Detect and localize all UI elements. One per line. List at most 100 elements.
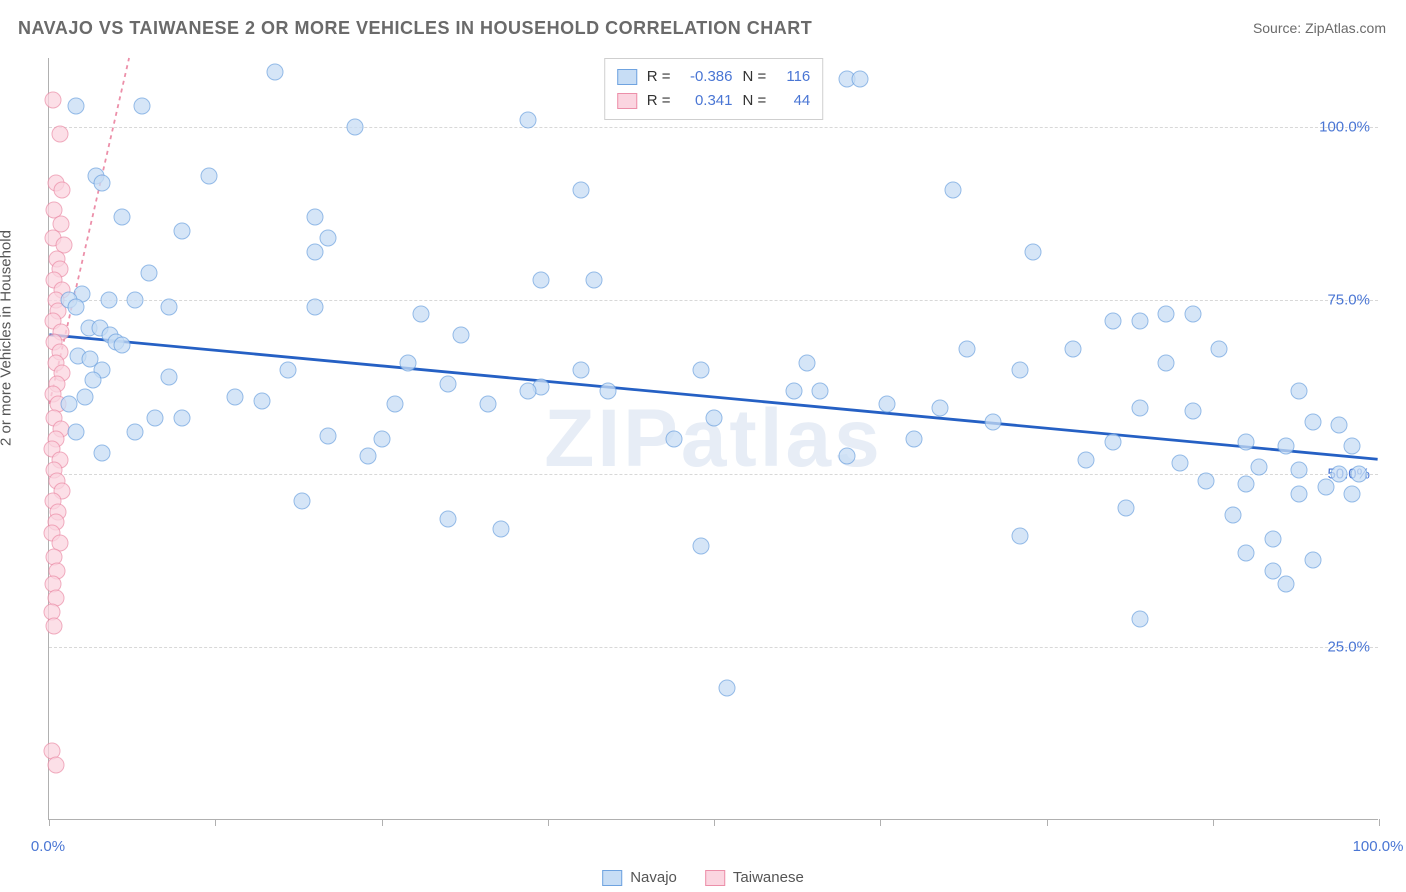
n-value-taiwanese: 44 [776, 89, 810, 113]
navajo-point [67, 299, 84, 316]
navajo-point [1158, 354, 1175, 371]
stats-row-taiwanese: R = 0.341 N = 44 [617, 89, 811, 113]
legend-label-navajo: Navajo [630, 869, 677, 886]
navajo-point [1277, 437, 1294, 454]
navajo-point [1105, 434, 1122, 451]
navajo-point [320, 230, 337, 247]
navajo-point [1344, 437, 1361, 454]
gridline-h [49, 300, 1378, 301]
navajo-point [1184, 306, 1201, 323]
navajo-point [1304, 552, 1321, 569]
r-label: R = [647, 89, 671, 113]
navajo-point [280, 361, 297, 378]
navajo-point [1171, 455, 1188, 472]
chart-title: NAVAJO VS TAIWANESE 2 OR MORE VEHICLES I… [18, 18, 812, 39]
navajo-point [134, 98, 151, 115]
navajo-point [1184, 403, 1201, 420]
navajo-point [479, 396, 496, 413]
navajo-point [227, 389, 244, 406]
navajo-point [200, 167, 217, 184]
gridline-h [49, 474, 1378, 475]
y-tick-label: 100.0% [1319, 119, 1370, 136]
navajo-point [60, 396, 77, 413]
y-axis-label: 2 or more Vehicles in Household [0, 230, 15, 446]
y-tick-label: 75.0% [1327, 292, 1370, 309]
navajo-point [1291, 382, 1308, 399]
navajo-point [114, 337, 131, 354]
x-tick-label: 0.0% [31, 838, 65, 855]
navajo-point [799, 354, 816, 371]
x-tick [1213, 819, 1214, 826]
navajo-point [692, 538, 709, 555]
gridline-h [49, 647, 1378, 648]
navajo-point [785, 382, 802, 399]
legend-bottom: Navajo Taiwanese [602, 869, 804, 886]
navajo-point [932, 399, 949, 416]
n-label: N = [743, 89, 767, 113]
x-tick [880, 819, 881, 826]
navajo-point [599, 382, 616, 399]
navajo-point [307, 209, 324, 226]
navajo-point [400, 354, 417, 371]
x-tick [714, 819, 715, 826]
x-tick [1379, 819, 1380, 826]
plot-area: ZIPatlas R = -0.386 N = 116 R = 0.341 N … [48, 58, 1378, 820]
x-tick [49, 819, 50, 826]
navajo-point [413, 306, 430, 323]
navajo-point [440, 375, 457, 392]
navajo-point [174, 223, 191, 240]
r-label: R = [647, 65, 671, 89]
swatch-taiwanese [617, 93, 637, 109]
navajo-point [114, 209, 131, 226]
taiwanese-point [54, 181, 71, 198]
trend-lines [49, 58, 1378, 819]
navajo-point [127, 292, 144, 309]
navajo-point [453, 327, 470, 344]
navajo-point [147, 410, 164, 427]
legend-item-taiwanese: Taiwanese [705, 869, 804, 886]
navajo-point [267, 63, 284, 80]
navajo-point [905, 431, 922, 448]
navajo-point [1351, 465, 1368, 482]
x-tick [548, 819, 549, 826]
navajo-point [1078, 451, 1095, 468]
navajo-point [1011, 361, 1028, 378]
navajo-point [852, 70, 869, 87]
navajo-point [1251, 458, 1268, 475]
navajo-point [84, 372, 101, 389]
navajo-point [67, 98, 84, 115]
navajo-point [666, 431, 683, 448]
x-tick [1047, 819, 1048, 826]
navajo-point [440, 510, 457, 527]
navajo-point [1317, 479, 1334, 496]
navajo-point [1304, 413, 1321, 430]
navajo-point [706, 410, 723, 427]
navajo-point [719, 680, 736, 697]
navajo-point [519, 112, 536, 129]
navajo-point [519, 382, 536, 399]
navajo-point [174, 410, 191, 427]
navajo-point [1198, 472, 1215, 489]
navajo-point [1264, 562, 1281, 579]
navajo-point [1238, 545, 1255, 562]
navajo-point [1264, 531, 1281, 548]
swatch-taiwanese [705, 870, 725, 886]
navajo-point [307, 243, 324, 260]
navajo-point [573, 181, 590, 198]
navajo-point [1065, 340, 1082, 357]
navajo-point [1131, 611, 1148, 628]
navajo-point [945, 181, 962, 198]
navajo-point [94, 444, 111, 461]
navajo-point [253, 392, 270, 409]
navajo-point [1118, 500, 1135, 517]
taiwanese-point [44, 91, 61, 108]
navajo-point [692, 361, 709, 378]
legend-label-taiwanese: Taiwanese [733, 869, 804, 886]
navajo-point [1344, 486, 1361, 503]
navajo-point [586, 271, 603, 288]
gridline-h [49, 127, 1378, 128]
navajo-point [100, 292, 117, 309]
navajo-point [1238, 476, 1255, 493]
r-value-taiwanese: 0.341 [681, 89, 733, 113]
navajo-point [160, 299, 177, 316]
